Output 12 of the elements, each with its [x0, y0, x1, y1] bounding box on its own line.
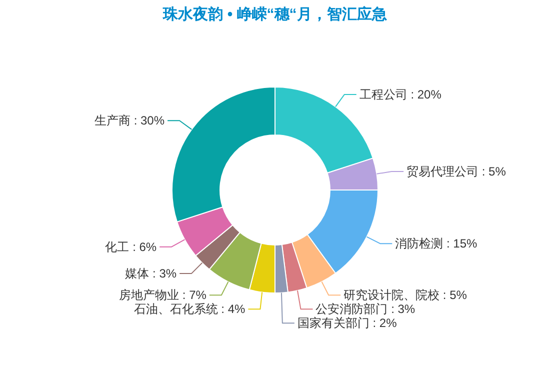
slice-label: 消防检测 : 15% [395, 236, 478, 251]
slice-label: 工程公司 : 20% [359, 88, 442, 102]
slice-label: 房地产物业 : 7% [119, 288, 207, 302]
slice-label: 国家有关部门 : 2% [297, 316, 398, 330]
slice-label: 石油、石化系统 : 4% [134, 302, 246, 316]
slice-label: 媒体 : 3% [125, 266, 177, 280]
slice-label: 生产商 : 30% [94, 114, 165, 128]
chart-title: 珠水夜韵 • 峥嵘“穗“月，智汇应急 [162, 5, 388, 23]
slice-label: 化工 : 6% [105, 240, 157, 254]
slice-label: 研究设计院、院校 : 5% [344, 288, 468, 302]
slice-label: 公安消防部门 : 3% [316, 302, 416, 316]
slice-label: 贸易代理公司 : 5% [406, 164, 506, 179]
